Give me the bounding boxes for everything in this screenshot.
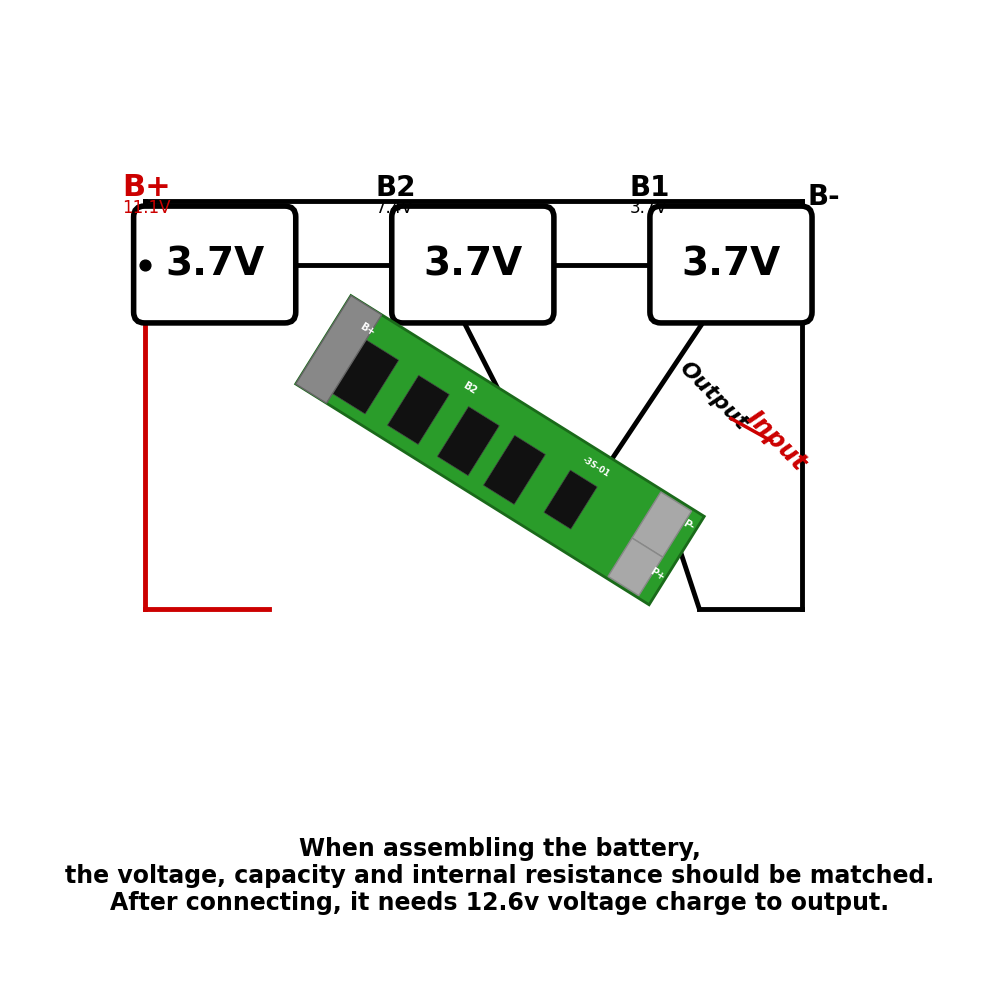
Text: Output: Output xyxy=(675,358,751,434)
Text: Input: Input xyxy=(741,406,811,476)
Text: the voltage, capacity and internal resistance should be matched.: the voltage, capacity and internal resis… xyxy=(65,864,935,888)
Text: B+: B+ xyxy=(122,173,171,202)
Text: 11.1V: 11.1V xyxy=(122,199,171,217)
Text: -3S-01: -3S-01 xyxy=(581,456,611,479)
Text: B1: B1 xyxy=(630,174,670,202)
Polygon shape xyxy=(632,492,692,557)
Text: P-: P- xyxy=(681,518,695,532)
Polygon shape xyxy=(331,339,399,414)
Polygon shape xyxy=(296,296,382,403)
Polygon shape xyxy=(387,375,449,444)
FancyBboxPatch shape xyxy=(650,206,812,323)
Polygon shape xyxy=(437,407,499,476)
Text: When assembling the battery,: When assembling the battery, xyxy=(299,837,701,861)
Text: 3.7V: 3.7V xyxy=(630,199,667,217)
Text: After connecting, it needs 12.6v voltage charge to output.: After connecting, it needs 12.6v voltage… xyxy=(110,891,890,915)
Point xyxy=(137,257,153,273)
Text: P+: P+ xyxy=(648,567,666,583)
Text: 3.7V: 3.7V xyxy=(423,246,522,284)
FancyBboxPatch shape xyxy=(134,206,296,323)
Polygon shape xyxy=(608,538,663,596)
Text: 7.4V: 7.4V xyxy=(376,199,414,217)
Text: B2: B2 xyxy=(376,174,416,202)
Text: B+: B+ xyxy=(358,321,376,338)
Polygon shape xyxy=(296,296,704,605)
Polygon shape xyxy=(544,470,597,529)
Text: 3.7V: 3.7V xyxy=(165,246,264,284)
FancyBboxPatch shape xyxy=(392,206,554,323)
Text: B-: B- xyxy=(808,183,841,211)
Polygon shape xyxy=(483,435,545,504)
Text: B2: B2 xyxy=(461,380,478,396)
Text: 3.7V: 3.7V xyxy=(681,246,781,284)
